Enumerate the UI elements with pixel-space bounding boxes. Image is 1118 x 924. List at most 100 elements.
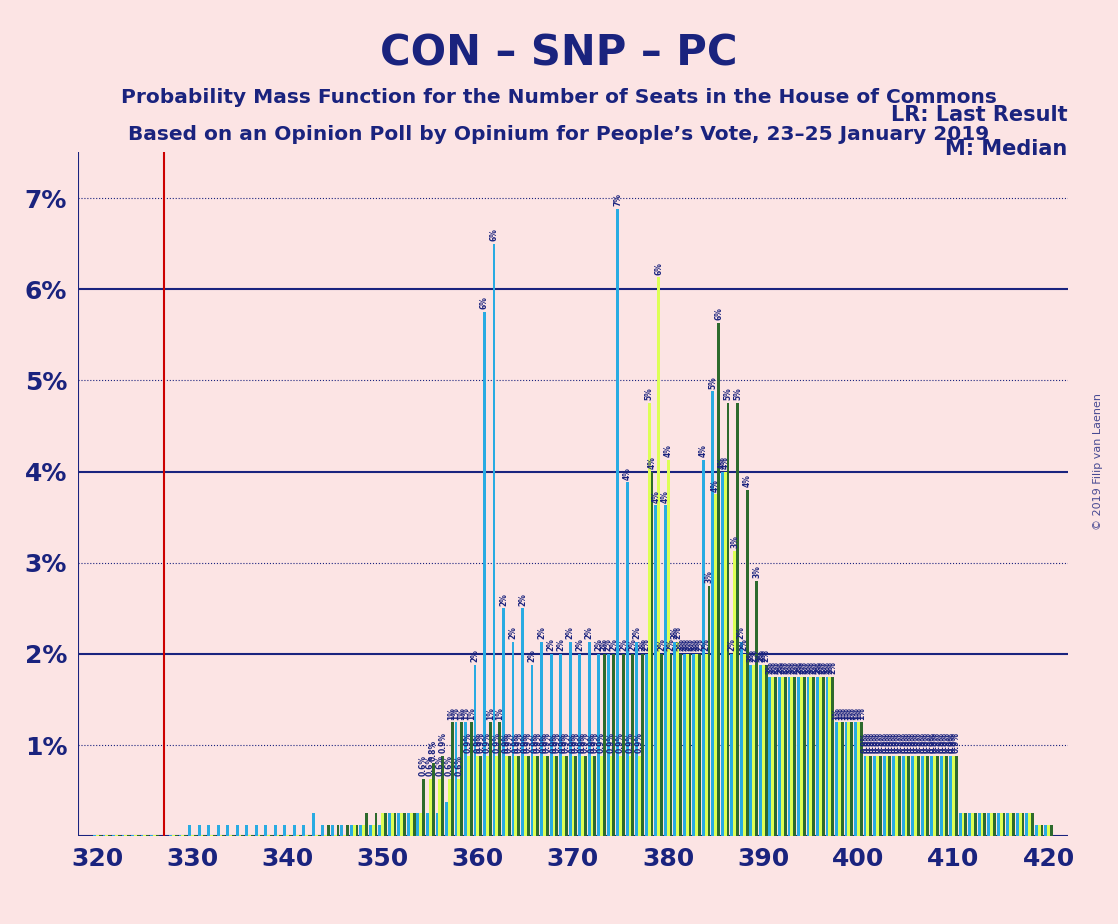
Text: 0.9%: 0.9% (913, 732, 922, 753)
Bar (746, 490, 749, 836)
Text: 0.9%: 0.9% (502, 732, 511, 753)
Bar (445, 802, 448, 836)
Bar (870, 756, 872, 836)
Bar (1012, 813, 1015, 836)
Bar (999, 813, 1003, 836)
Text: 2%: 2% (756, 650, 765, 663)
Text: 0.9%: 0.9% (923, 732, 932, 753)
Bar (1050, 825, 1053, 836)
Bar (685, 654, 689, 836)
Text: 0.9%: 0.9% (476, 732, 485, 753)
Bar (451, 723, 454, 836)
Bar (562, 756, 565, 836)
Bar (968, 813, 972, 836)
Text: 3%: 3% (704, 570, 713, 583)
Bar (946, 756, 948, 836)
Text: 2%: 2% (600, 638, 609, 651)
Bar (987, 813, 991, 836)
Bar (378, 825, 381, 836)
Text: 1%: 1% (452, 707, 461, 720)
Bar (647, 403, 651, 836)
Bar (616, 209, 619, 836)
Text: 2%: 2% (809, 661, 818, 674)
Text: 2%: 2% (638, 638, 647, 651)
Bar (803, 676, 806, 836)
Bar (581, 756, 584, 836)
Bar (822, 676, 825, 836)
Bar (923, 756, 927, 836)
Bar (761, 665, 765, 836)
Text: 1%: 1% (832, 707, 841, 720)
Bar (860, 723, 863, 836)
Text: 1%: 1% (842, 707, 851, 720)
Text: 0.9%: 0.9% (607, 732, 616, 753)
Bar (991, 813, 993, 836)
Bar (965, 813, 967, 836)
Bar (873, 756, 877, 836)
Bar (607, 654, 609, 836)
Bar (752, 665, 755, 836)
Bar (651, 471, 653, 836)
Text: 2%: 2% (683, 638, 692, 651)
Bar (495, 756, 499, 836)
Text: 0.9%: 0.9% (552, 732, 561, 753)
Bar (1006, 813, 1010, 836)
Bar (902, 756, 904, 836)
Bar (340, 825, 343, 836)
Bar (673, 642, 676, 836)
Bar (575, 756, 577, 836)
Bar (809, 676, 813, 836)
Text: 0.9%: 0.9% (889, 732, 898, 753)
Text: 2%: 2% (771, 661, 780, 674)
Bar (546, 756, 549, 836)
Bar (457, 779, 461, 836)
Text: 0.9%: 0.9% (523, 732, 533, 753)
Text: 2%: 2% (816, 661, 825, 674)
Text: 2%: 2% (594, 638, 604, 651)
Bar (863, 756, 866, 836)
Bar (391, 813, 394, 836)
Bar (470, 723, 473, 836)
Bar (654, 505, 657, 836)
Bar (426, 813, 429, 836)
Text: 0.9%: 0.9% (549, 732, 559, 753)
Bar (407, 813, 410, 836)
Text: 5%: 5% (733, 388, 742, 400)
Text: 2%: 2% (804, 661, 813, 674)
Bar (749, 665, 752, 836)
Bar (711, 392, 714, 836)
Text: 0.9%: 0.9% (540, 732, 549, 753)
Text: 1%: 1% (847, 707, 856, 720)
Text: 2%: 2% (666, 638, 675, 651)
Bar (1038, 825, 1041, 836)
Bar (683, 654, 685, 836)
Bar (666, 460, 670, 836)
Bar (813, 676, 815, 836)
Bar (493, 244, 495, 836)
Text: 4%: 4% (652, 490, 661, 503)
Bar (531, 665, 533, 836)
Text: 2%: 2% (628, 638, 637, 651)
Bar (793, 676, 796, 836)
Text: 2%: 2% (676, 638, 685, 651)
Text: 4%: 4% (623, 467, 632, 480)
Bar (609, 756, 613, 836)
Text: 0.9%: 0.9% (901, 732, 910, 753)
Text: 2%: 2% (685, 638, 694, 651)
Text: 0.6%: 0.6% (445, 755, 454, 776)
Text: 0.9%: 0.9% (873, 732, 882, 753)
Text: 5%: 5% (709, 376, 718, 389)
Text: 2%: 2% (702, 638, 711, 651)
Bar (514, 756, 518, 836)
Bar (559, 654, 562, 836)
Bar (597, 654, 600, 836)
Bar (565, 756, 568, 836)
Text: 2%: 2% (690, 638, 699, 651)
Bar (381, 813, 385, 836)
Text: 2%: 2% (575, 638, 584, 651)
Bar (844, 723, 847, 836)
Bar (527, 756, 530, 836)
Bar (740, 642, 742, 836)
Bar (353, 825, 356, 836)
Bar (695, 654, 698, 836)
